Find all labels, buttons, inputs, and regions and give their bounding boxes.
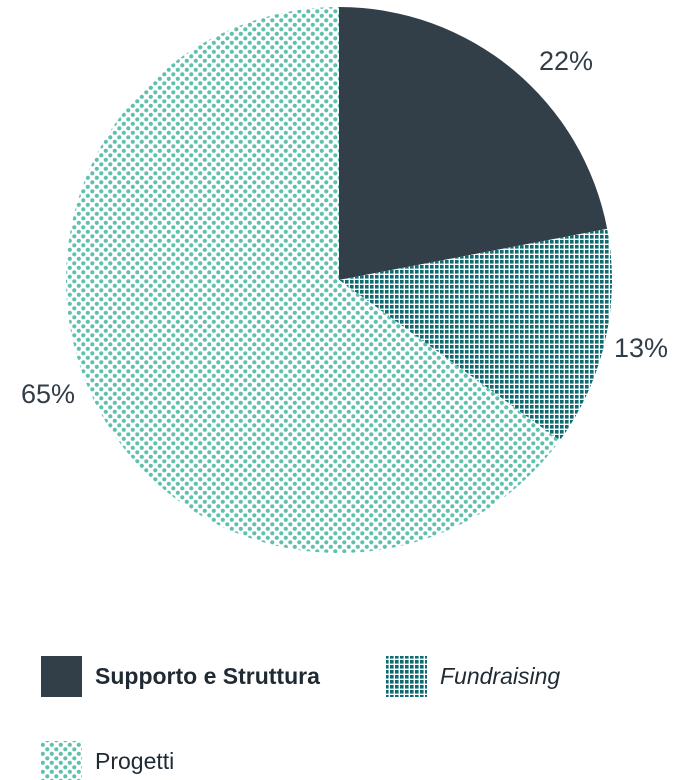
legend-swatch-fundraising bbox=[386, 656, 427, 697]
legend-label-progetti: Progetti bbox=[95, 748, 174, 774]
pie-label-supporto-e-struttura: 22% bbox=[539, 46, 593, 76]
legend: Supporto e Struttura Fundraising Progett… bbox=[41, 656, 560, 780]
pie-slice-supporto-e-struttura bbox=[339, 7, 608, 280]
legend-label-supporto: Supporto e Struttura bbox=[95, 663, 320, 689]
pie-slices bbox=[65, 7, 612, 554]
pie-label-progetti: 65% bbox=[21, 379, 75, 409]
legend-label-fundraising: Fundraising bbox=[440, 663, 560, 689]
pie-slice-fundraising bbox=[339, 228, 612, 441]
legend-swatch-supporto bbox=[41, 656, 82, 697]
pie-slice-progetti bbox=[65, 7, 560, 554]
pie-label-fundraising: 13% bbox=[614, 333, 668, 363]
legend-swatch-progetti bbox=[41, 741, 82, 780]
pie-labels: 22% 13% 65% bbox=[21, 46, 668, 409]
